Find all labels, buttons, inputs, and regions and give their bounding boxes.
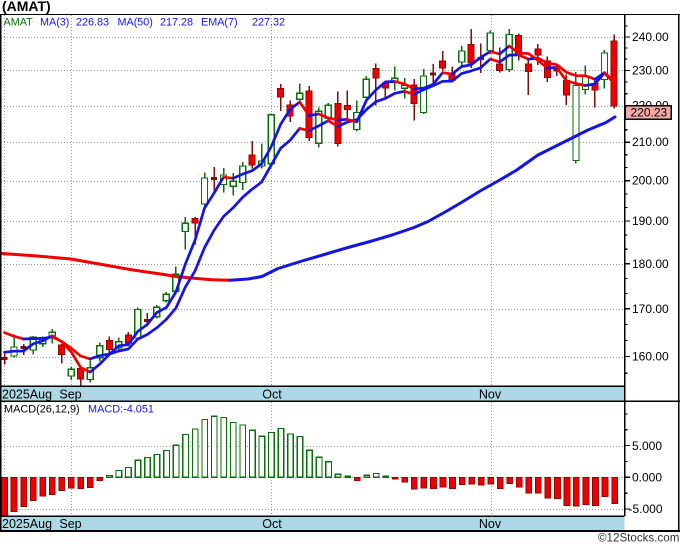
svg-text:MA(50): MA(50) [118,17,153,29]
svg-text:190.00: 190.00 [632,214,669,228]
svg-text:217.28: 217.28 [160,17,193,29]
svg-text:Oct: Oct [262,517,282,531]
svg-text:AMAT: AMAT [4,17,34,29]
svg-text:Sep: Sep [59,517,81,531]
svg-text:Sep: Sep [59,387,81,401]
svg-text:5.000: 5.000 [632,439,662,453]
svg-text:2025Aug: 2025Aug [2,517,52,531]
svg-text:160.00: 160.00 [632,350,669,364]
svg-text:226.83: 226.83 [76,17,109,29]
svg-text:©12Stocks.com: ©12Stocks.com [598,532,679,545]
svg-text:Oct: Oct [262,387,282,401]
svg-text:MA(3): MA(3) [40,17,69,29]
svg-text:-5.000: -5.000 [629,502,663,516]
svg-text:240.00: 240.00 [632,30,669,44]
svg-text:2025Aug: 2025Aug [2,387,52,401]
svg-text:Nov: Nov [479,517,502,531]
svg-text:MACD:-4.051: MACD:-4.051 [88,404,154,416]
svg-text:180.00: 180.00 [632,257,669,271]
svg-text:200.00: 200.00 [632,174,669,188]
svg-text:170.00: 170.00 [632,302,669,316]
svg-text:230.00: 230.00 [632,64,669,78]
svg-text:0.000: 0.000 [632,471,662,485]
svg-text:Nov: Nov [479,387,502,401]
svg-text:210.00: 210.00 [632,135,669,149]
svg-text:MACD(26,12,9): MACD(26,12,9) [4,404,80,416]
svg-text:220.23: 220.23 [631,106,668,120]
svg-text:227.32: 227.32 [252,17,285,29]
svg-text:EMA(7): EMA(7) [201,17,238,29]
svg-text:(AMAT): (AMAT) [2,0,51,14]
